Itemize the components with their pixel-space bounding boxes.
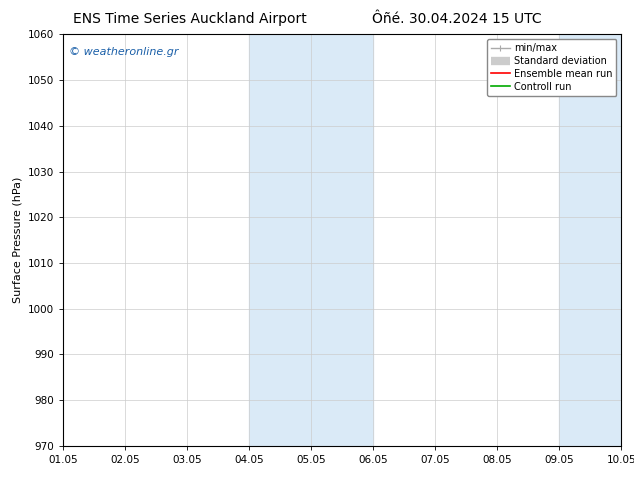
Y-axis label: Surface Pressure (hPa): Surface Pressure (hPa): [13, 177, 23, 303]
Text: Ôñé. 30.04.2024 15 UTC: Ôñé. 30.04.2024 15 UTC: [372, 12, 541, 26]
Text: ENS Time Series Auckland Airport: ENS Time Series Auckland Airport: [74, 12, 307, 26]
Bar: [559, 34, 621, 446]
Bar: [249, 34, 373, 446]
Legend: min/max, Standard deviation, Ensemble mean run, Controll run: min/max, Standard deviation, Ensemble me…: [487, 39, 616, 96]
Text: © weatheronline.gr: © weatheronline.gr: [69, 47, 179, 57]
